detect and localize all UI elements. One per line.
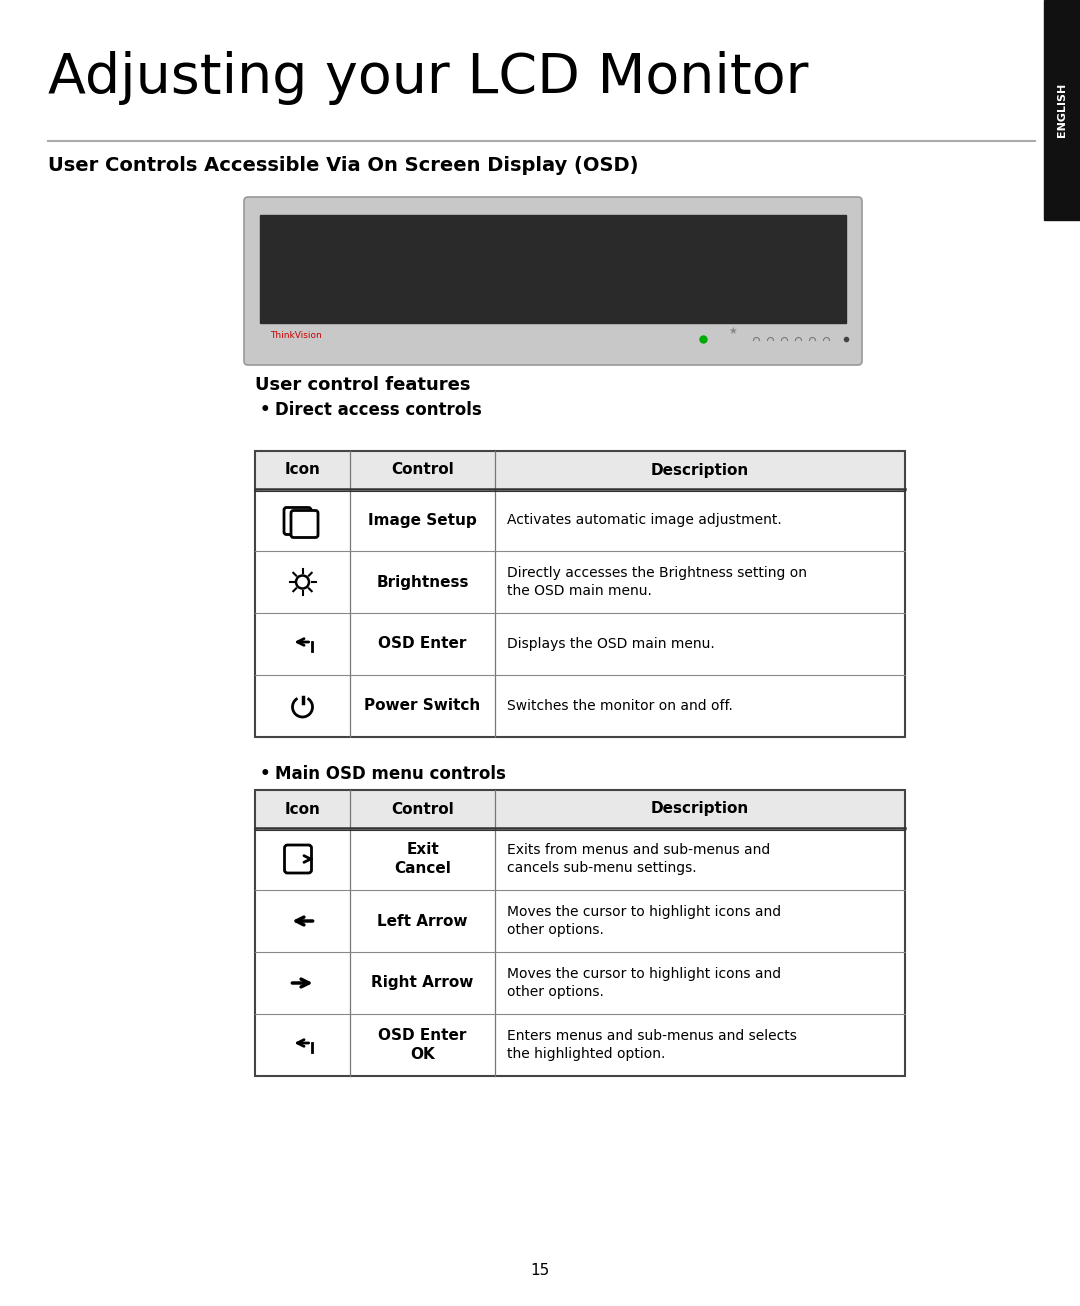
Text: Displays the OSD main menu.: Displays the OSD main menu. [507, 637, 715, 650]
FancyBboxPatch shape [244, 197, 862, 364]
Text: Left Arrow: Left Arrow [377, 913, 468, 929]
Text: Description: Description [651, 802, 750, 816]
Text: Image Setup: Image Setup [368, 512, 477, 528]
Text: 15: 15 [530, 1263, 550, 1279]
Text: Power Switch: Power Switch [364, 699, 481, 713]
Text: Brightness: Brightness [376, 575, 469, 589]
Bar [255, 451, 905, 488]
Text: Moves the cursor to highlight icons and
other options.: Moves the cursor to highlight icons and … [507, 966, 781, 999]
Text: Main OSD menu controls: Main OSD menu controls [275, 765, 505, 784]
Text: OSD Enter
OK: OSD Enter OK [378, 1028, 467, 1062]
Text: Right Arrow: Right Arrow [372, 976, 474, 990]
Text: Exits from menus and sub-menus and
cancels sub-menu settings.: Exits from menus and sub-menus and cance… [507, 842, 770, 875]
Text: Adjusting your LCD Monitor: Adjusting your LCD Monitor [48, 51, 809, 104]
Text: Description: Description [651, 462, 750, 478]
Text: Icon: Icon [284, 462, 321, 478]
Text: Control: Control [391, 802, 454, 816]
Text: User Controls Accessible Via On Screen Display (OSD): User Controls Accessible Via On Screen D… [48, 155, 638, 175]
Text: Exit
Cancel: Exit Cancel [394, 841, 451, 876]
Text: Enters menus and sub-menus and selects
the highlighted option.: Enters menus and sub-menus and selects t… [507, 1029, 797, 1062]
Bar [255, 790, 905, 1076]
Text: •: • [260, 401, 276, 419]
Bar [260, 215, 846, 323]
Text: Icon: Icon [284, 802, 321, 816]
Text: Directly accesses the Brightness setting on
the OSD main menu.: Directly accesses the Brightness setting… [507, 565, 807, 598]
Text: Direct access controls: Direct access controls [275, 401, 482, 419]
FancyBboxPatch shape [291, 511, 318, 538]
Bar [255, 790, 905, 828]
Text: ENGLISH: ENGLISH [1057, 82, 1067, 137]
Text: Switches the monitor on and off.: Switches the monitor on and off. [507, 699, 733, 713]
Text: OSD Enter: OSD Enter [378, 636, 467, 652]
Text: Control: Control [391, 462, 454, 478]
Text: User control features: User control features [255, 376, 471, 394]
Text: Moves the cursor to highlight icons and
other options.: Moves the cursor to highlight icons and … [507, 905, 781, 938]
Text: ThinkVision: ThinkVision [270, 330, 322, 340]
Text: Activates automatic image adjustment.: Activates automatic image adjustment. [507, 513, 782, 528]
Text: •: • [260, 765, 276, 784]
Text: ★: ★ [728, 326, 737, 336]
Bar [255, 451, 905, 737]
Bar [1044, 0, 1080, 219]
